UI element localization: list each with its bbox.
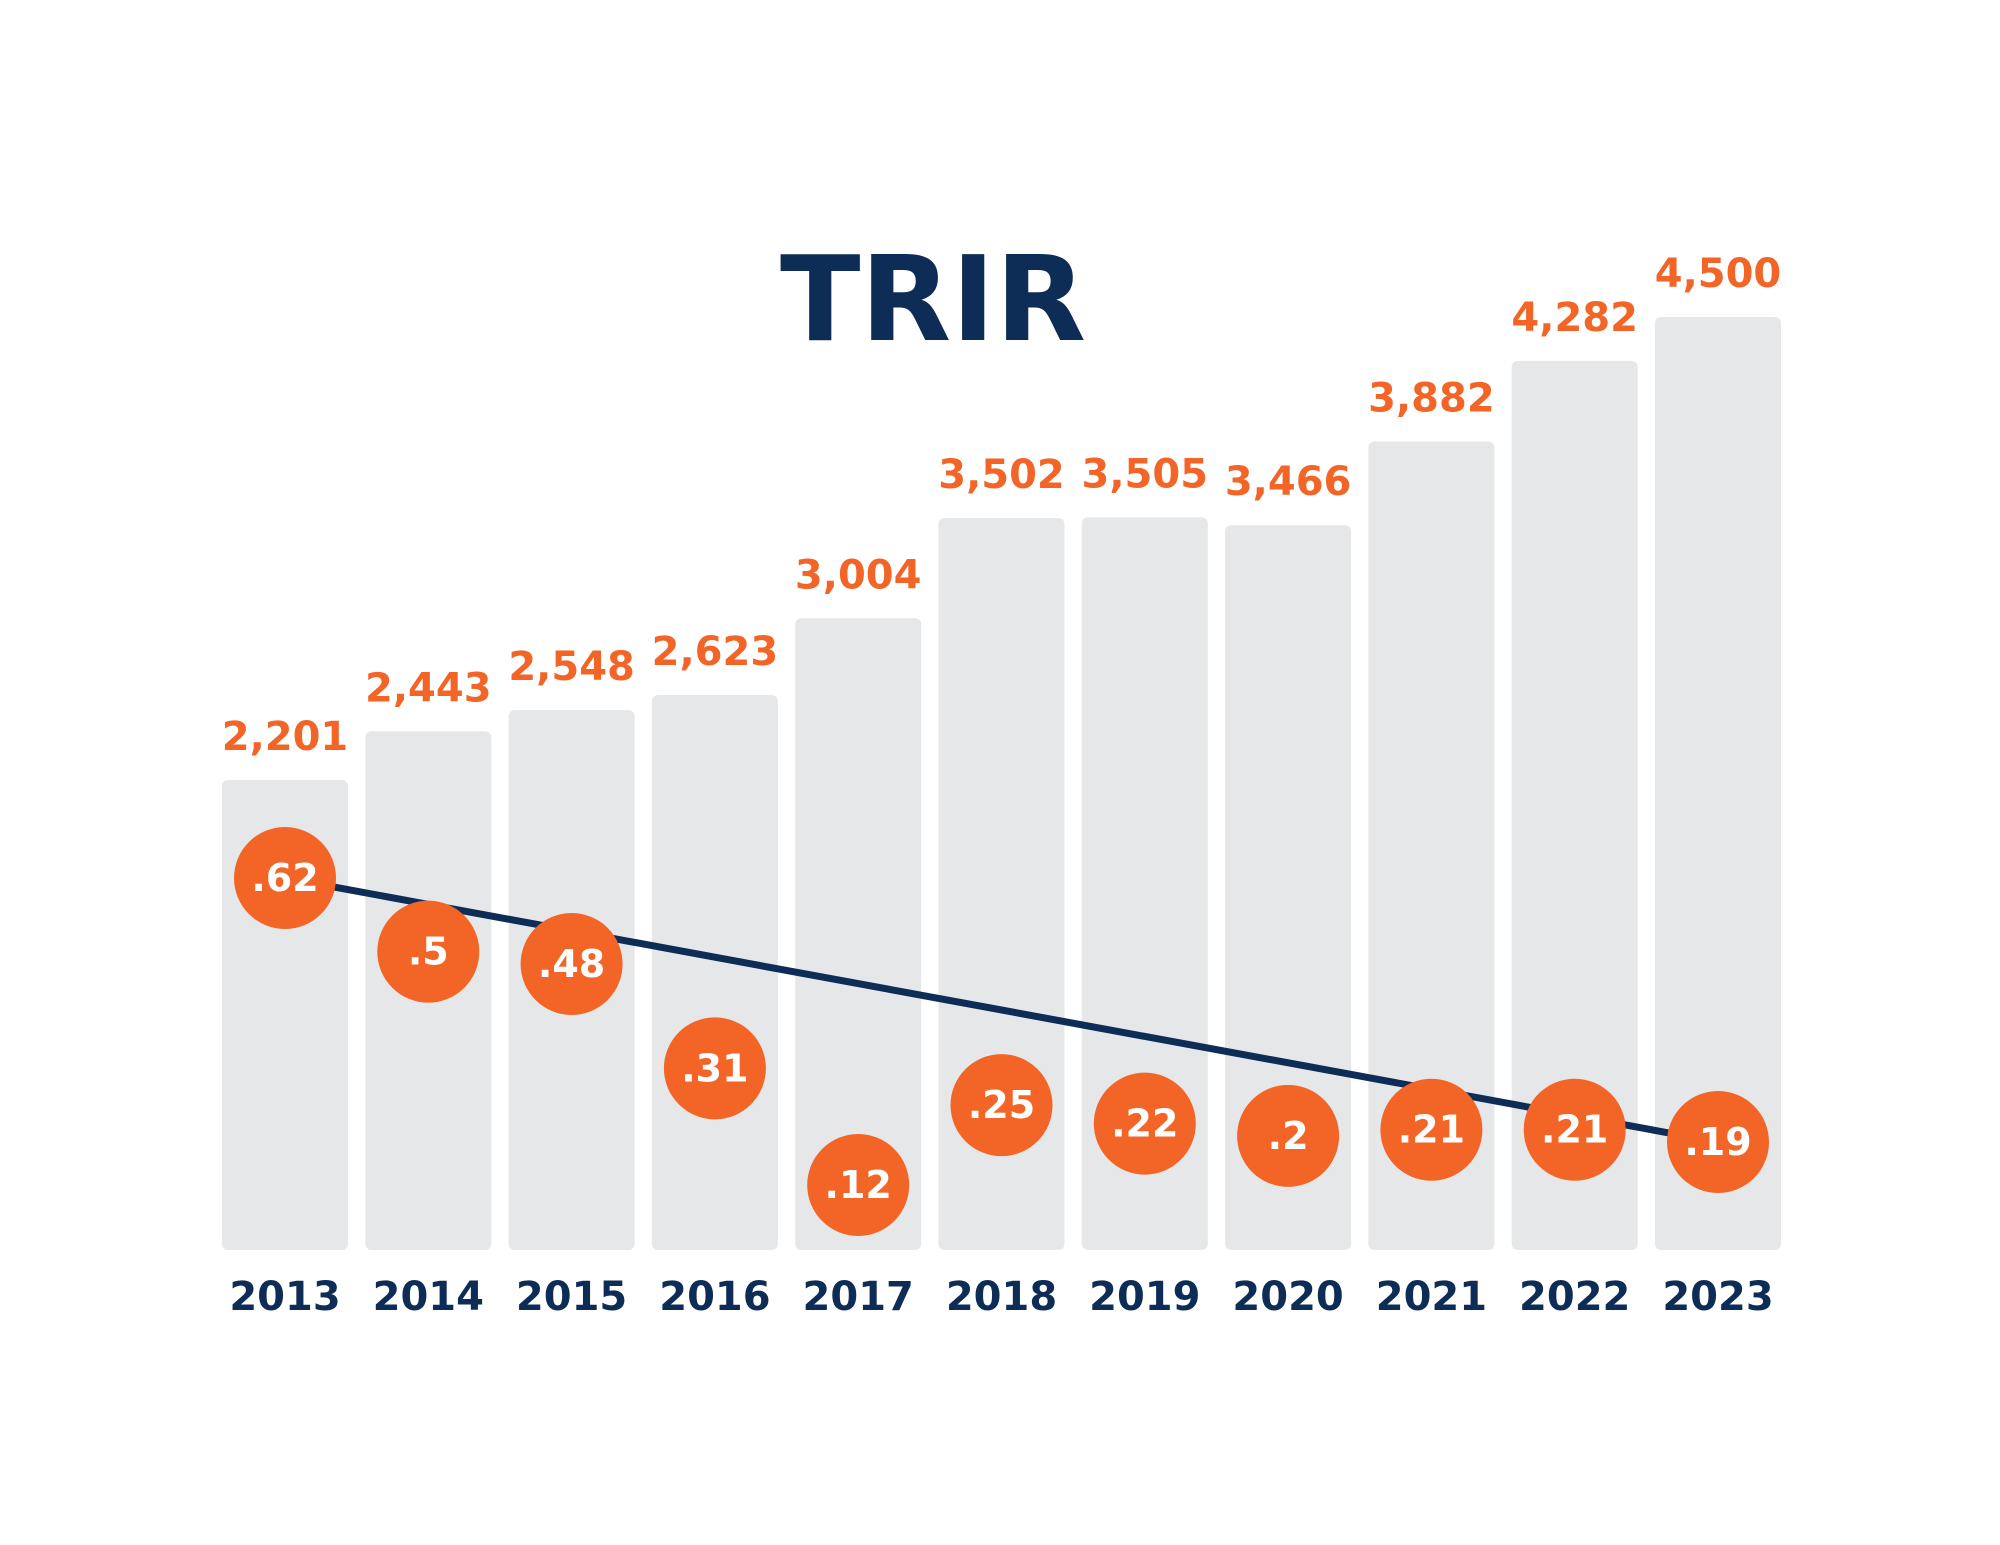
bar-2023 — [1655, 317, 1781, 1250]
bar-value-labels: 2,201 2,443 2,548 2,623 3,004 3,502 3,505 3,466… — [222, 251, 1782, 760]
x-tick-2013: 2013 — [229, 1274, 340, 1320]
bar-value-label-2017: 3,004 — [795, 552, 922, 598]
rate-dot-2014 — [377, 900, 480, 1003]
bar-value-label-2020: 3,466 — [1225, 459, 1352, 505]
x-tick-2016: 2016 — [659, 1274, 770, 1320]
rate-label-2014: .5 — [408, 930, 449, 974]
rate-label-2015: .48 — [538, 942, 605, 986]
rate-label-2021: .21 — [1398, 1108, 1465, 1152]
rate-label-2020: .2 — [1268, 1114, 1309, 1158]
bars-layer — [222, 317, 1781, 1250]
rate-label-2018: .25 — [968, 1083, 1035, 1127]
bar-2022 — [1511, 360, 1638, 1250]
bar-2016 — [651, 695, 778, 1250]
bar-value-label-2019: 3,505 — [1082, 451, 1209, 497]
bar-2021 — [1368, 441, 1495, 1250]
bar-value-label-2014: 2,443 — [365, 665, 492, 711]
bar-value-label-2021: 3,882 — [1368, 375, 1495, 421]
x-tick-2021: 2021 — [1376, 1274, 1487, 1320]
x-axis-ticks: 2013 2014 2015 2016 2017 2018 2019 2020 2021 2022… — [229, 1274, 1773, 1320]
rate-label-2013: .62 — [251, 856, 318, 900]
x-tick-2015: 2015 — [516, 1274, 627, 1320]
rate-dot-2013 — [234, 827, 336, 929]
bar-value-label-2016: 2,623 — [652, 629, 779, 675]
x-tick-2014: 2014 — [373, 1274, 484, 1320]
rate-dot-2021 — [1380, 1078, 1483, 1181]
x-tick-2023: 2023 — [1662, 1274, 1773, 1320]
rate-label-2019: .22 — [1111, 1102, 1178, 1146]
trend-line — [281, 874, 1722, 1146]
x-tick-2017: 2017 — [803, 1274, 914, 1320]
rate-label-2017: .12 — [825, 1163, 892, 1207]
bar-value-label-2022: 4,282 — [1511, 295, 1638, 341]
rate-dot-2016 — [663, 1017, 766, 1120]
x-tick-2022: 2022 — [1519, 1274, 1630, 1320]
bar-value-label-2018: 3,502 — [938, 452, 1065, 498]
bar-value-label-2015: 2,548 — [508, 644, 635, 690]
rate-dot-2018 — [950, 1054, 1053, 1157]
chart-title: TRIR — [780, 230, 1086, 368]
rate-label-2016: .31 — [681, 1046, 748, 1090]
rate-dot-2015 — [520, 912, 623, 1015]
bar-2017 — [795, 618, 922, 1250]
x-tick-2020: 2020 — [1232, 1274, 1343, 1320]
trend-layer — [281, 874, 1722, 1146]
x-tick-2018: 2018 — [946, 1274, 1057, 1320]
rate-label-2023: .19 — [1684, 1120, 1751, 1164]
bar-value-label-2013: 2,201 — [222, 714, 349, 760]
rate-dots-layer: .62 .5 .48 .31 .12 .25 .22 .2 .21 .21 .19 — [234, 827, 1769, 1236]
bar-2019 — [1081, 517, 1208, 1250]
rate-dot-2020 — [1237, 1084, 1340, 1187]
rate-label-2022: .21 — [1541, 1108, 1608, 1152]
rate-dot-2022 — [1523, 1078, 1626, 1181]
rate-dot-2023 — [1667, 1091, 1769, 1194]
bar-value-label-2023: 4,500 — [1655, 251, 1782, 297]
x-tick-2019: 2019 — [1089, 1274, 1200, 1320]
rate-dot-2019 — [1093, 1072, 1196, 1175]
rate-dot-2017 — [807, 1134, 910, 1236]
